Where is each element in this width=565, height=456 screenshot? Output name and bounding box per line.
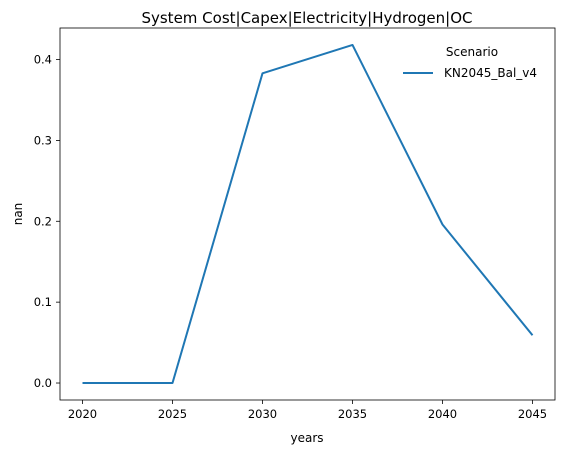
y-tick-label: 0.3 [34,133,52,147]
chart-title: System Cost|Capex|Electricity|Hydrogen|O… [141,9,472,27]
x-tick-label: 2045 [518,407,547,421]
series-line-0 [82,43,534,385]
legend-label: KN2045_Bal_v4 [444,66,537,80]
legend: Scenario KN2045_Bal_v4 [403,45,537,80]
plot-area [59,27,556,401]
y-tick-label: 0.0 [34,376,52,390]
y-tick-label: 0.1 [34,295,52,309]
x-tick-label: 2025 [158,407,187,421]
x-tick-label: 2030 [248,407,277,421]
y-axis-label: nan [11,203,25,226]
x-tick-label: 2020 [68,407,97,421]
y-tick-label: 0.2 [34,214,52,228]
y-axis: 0.0 0.1 0.2 0.3 0.4 [34,53,60,390]
x-tick-label: 2035 [338,407,367,421]
x-axis: 2020 2025 2030 2035 2040 2045 [68,400,547,421]
x-axis-label: years [290,431,323,445]
y-tick-label: 0.4 [34,53,52,67]
legend-title: Scenario [446,45,498,59]
series-layer [82,43,534,385]
x-tick-label: 2040 [428,407,457,421]
